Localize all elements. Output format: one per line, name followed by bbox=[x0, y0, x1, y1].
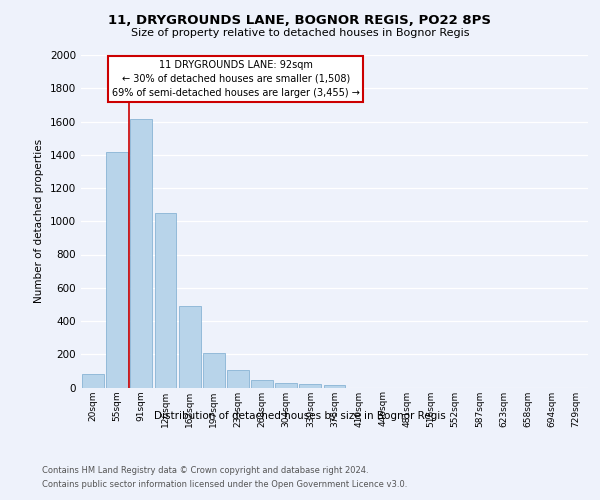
Y-axis label: Number of detached properties: Number of detached properties bbox=[34, 139, 44, 304]
Text: Contains HM Land Registry data © Crown copyright and database right 2024.: Contains HM Land Registry data © Crown c… bbox=[42, 466, 368, 475]
Text: 11 DRYGROUNDS LANE: 92sqm
← 30% of detached houses are smaller (1,508)
69% of se: 11 DRYGROUNDS LANE: 92sqm ← 30% of detac… bbox=[112, 60, 359, 98]
Bar bbox=[323, 385, 346, 388]
Bar bbox=[155, 213, 176, 388]
Text: Distribution of detached houses by size in Bognor Regis: Distribution of detached houses by size … bbox=[154, 411, 446, 421]
Bar bbox=[299, 384, 321, 388]
Bar bbox=[227, 370, 249, 388]
Bar bbox=[203, 354, 224, 388]
Bar bbox=[275, 382, 297, 388]
Bar bbox=[179, 306, 200, 388]
Bar bbox=[82, 374, 104, 388]
Bar bbox=[251, 380, 273, 388]
Bar bbox=[106, 152, 128, 388]
Bar bbox=[130, 119, 152, 388]
Text: Size of property relative to detached houses in Bognor Regis: Size of property relative to detached ho… bbox=[131, 28, 469, 38]
Text: Contains public sector information licensed under the Open Government Licence v3: Contains public sector information licen… bbox=[42, 480, 407, 489]
Text: 11, DRYGROUNDS LANE, BOGNOR REGIS, PO22 8PS: 11, DRYGROUNDS LANE, BOGNOR REGIS, PO22 … bbox=[109, 14, 491, 27]
